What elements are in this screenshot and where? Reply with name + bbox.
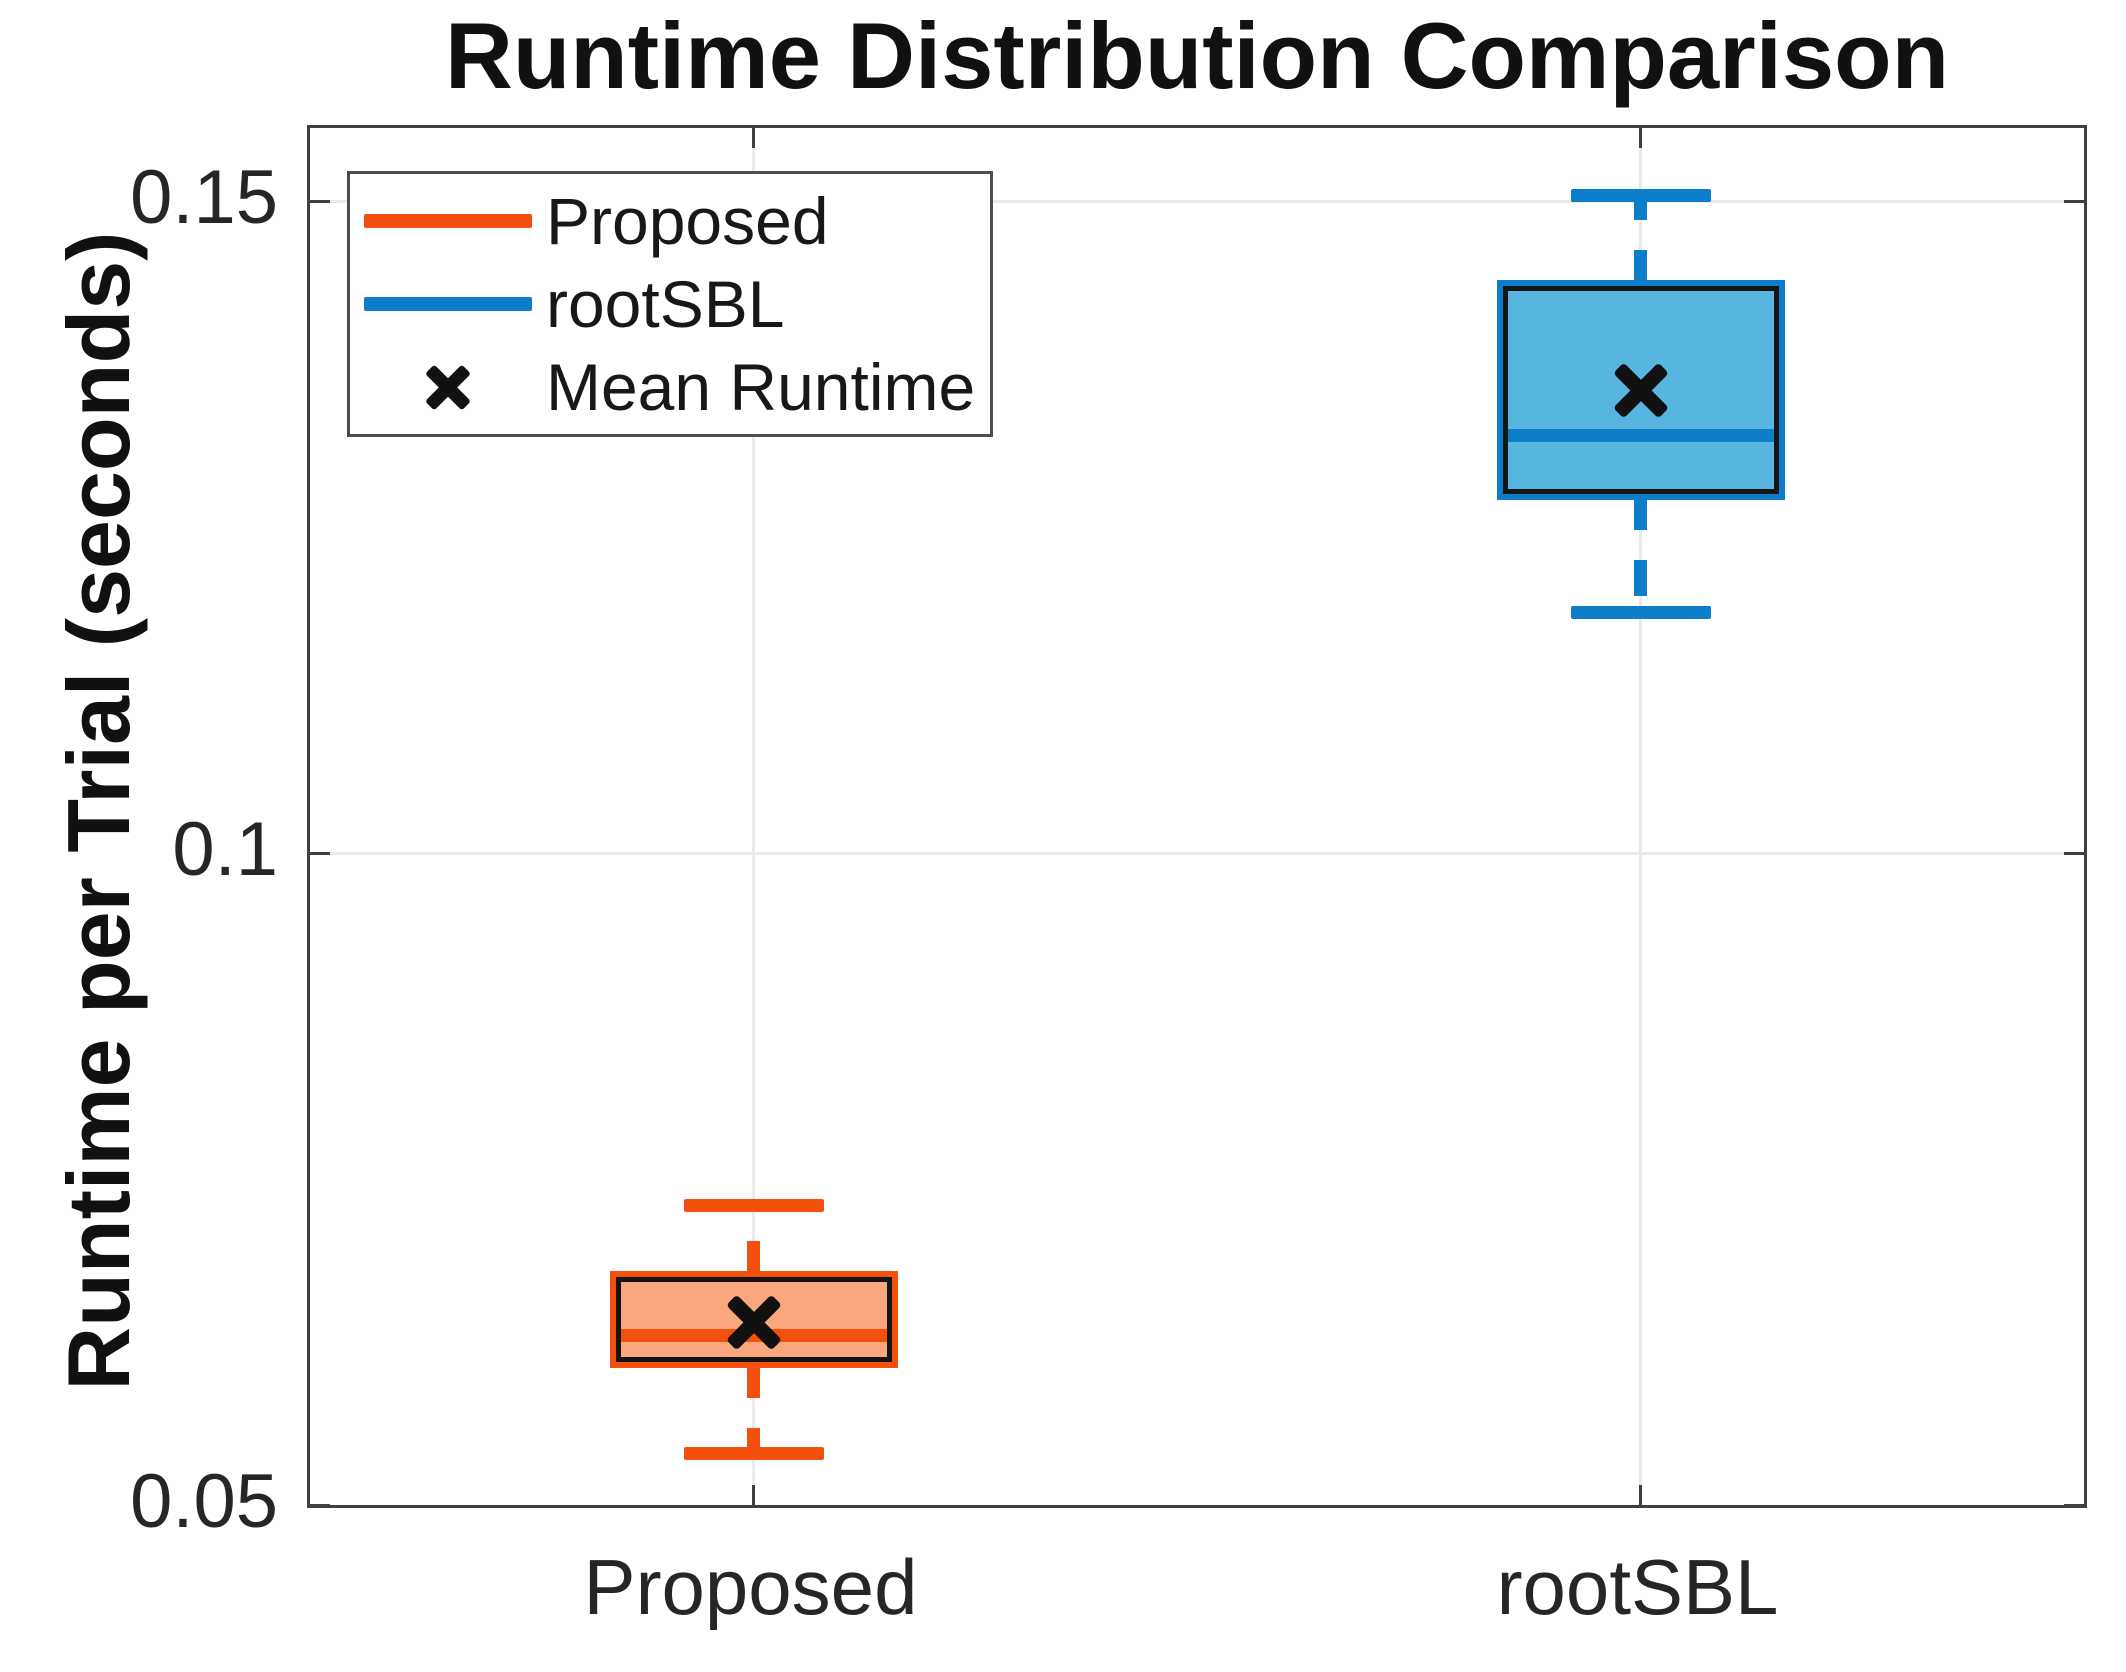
chart-title: Runtime Distribution Comparison bbox=[445, 3, 1949, 108]
x-gridline bbox=[1639, 128, 1642, 1505]
whisker-cap-bottom bbox=[683, 1446, 824, 1460]
y-tick-label: 0.05 bbox=[130, 1459, 278, 1544]
y-gridline bbox=[310, 199, 2084, 203]
median-line bbox=[620, 1328, 887, 1342]
mean-runtime-x-icon bbox=[350, 361, 546, 413]
y-tick-mark bbox=[310, 1503, 330, 1507]
legend-item-mean-runtime: Mean Runtime bbox=[350, 345, 990, 428]
legend-label-mean-runtime: Mean Runtime bbox=[546, 349, 976, 424]
x-tick-mark bbox=[1639, 1485, 1642, 1505]
y-gridline bbox=[310, 851, 2084, 855]
x-gridline bbox=[752, 128, 755, 1505]
whisker-cap-top bbox=[1570, 188, 1711, 202]
whisker-line-top bbox=[747, 1211, 760, 1277]
legend-item-proposed: Proposed bbox=[350, 180, 990, 263]
median-line bbox=[1507, 429, 1774, 443]
y-tick-mark bbox=[310, 199, 330, 203]
whisker-line-bottom bbox=[747, 1361, 760, 1447]
x-tick-mark bbox=[1639, 128, 1642, 148]
y-tick-mark bbox=[2064, 1503, 2084, 1507]
legend-label-rootsbl: rootSBL bbox=[546, 267, 785, 341]
mean-marker bbox=[1609, 358, 1673, 422]
y-tick-mark bbox=[310, 851, 330, 855]
whisker-line-top bbox=[1634, 200, 1647, 286]
x-tick-label: Proposed bbox=[583, 1543, 918, 1631]
x-tick-label: rootSBL bbox=[1496, 1543, 1779, 1631]
mean-marker bbox=[722, 1290, 786, 1354]
y-tick-mark bbox=[2064, 199, 2084, 203]
proposed-line-swatch bbox=[350, 214, 546, 229]
whisker-cap-bottom bbox=[1570, 605, 1711, 619]
rootsbl-line-swatch bbox=[350, 297, 546, 311]
whisker-line-bottom bbox=[1634, 494, 1647, 606]
legend-label-proposed: Proposed bbox=[546, 184, 829, 259]
y-tick-label: 0.15 bbox=[130, 155, 278, 241]
y-tick-label: 0.1 bbox=[172, 807, 278, 892]
legend-item-rootsbl: rootSBL bbox=[350, 263, 990, 346]
y-tick-mark bbox=[2064, 851, 2084, 855]
x-tick-mark bbox=[752, 1485, 755, 1505]
x-tick-mark bbox=[752, 128, 755, 148]
legend: Proposed rootSBL Mean Runtime bbox=[347, 171, 993, 437]
whisker-cap-top bbox=[683, 1199, 824, 1213]
